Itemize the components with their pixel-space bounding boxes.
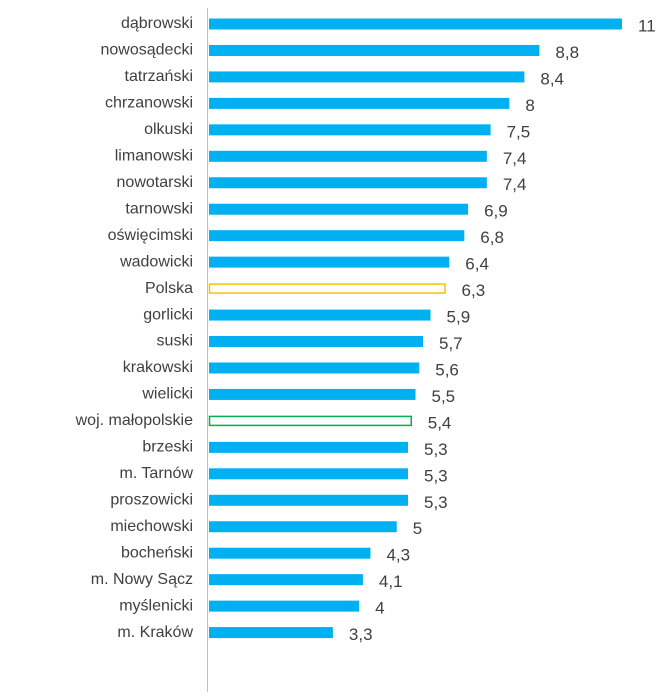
category-label: wielicki xyxy=(141,386,193,403)
bar xyxy=(209,600,360,612)
value-label: 5,5 xyxy=(432,387,456,406)
bar xyxy=(209,388,416,400)
bar xyxy=(209,256,450,268)
category-label: bocheński xyxy=(121,544,193,561)
category-label: suski xyxy=(157,333,193,350)
bar xyxy=(209,203,469,215)
category-label: m. Tarnów xyxy=(119,465,193,482)
value-label: 5,3 xyxy=(424,466,448,485)
value-label: 5,3 xyxy=(424,440,448,459)
category-label: nowosądecki xyxy=(101,42,194,59)
category-label: wadowicki xyxy=(119,253,193,270)
category-label: brzeski xyxy=(142,439,193,456)
value-label: 6,9 xyxy=(484,202,508,221)
value-label: 7,5 xyxy=(507,122,531,141)
category-label: tarnowski xyxy=(125,200,193,217)
value-label: 5 xyxy=(413,519,422,538)
value-label: 4,3 xyxy=(386,546,410,565)
bar xyxy=(209,177,487,189)
category-label: myślenicki xyxy=(119,597,193,614)
category-label: m. Nowy Sącz xyxy=(91,571,193,588)
category-label: dąbrowski xyxy=(121,15,193,32)
category-label: krakowski xyxy=(123,359,193,376)
value-label: 7,4 xyxy=(503,175,527,194)
value-label: 6,4 xyxy=(465,255,489,274)
bar xyxy=(209,97,510,109)
category-label: olkuski xyxy=(144,121,193,138)
category-label: chrzanowski xyxy=(105,95,193,112)
value-label: 8,4 xyxy=(540,69,564,88)
bar xyxy=(209,441,408,453)
value-label: 6,8 xyxy=(480,228,504,247)
bar xyxy=(209,124,491,136)
value-label: 7,4 xyxy=(503,149,527,168)
bar xyxy=(209,18,622,30)
value-label: 5,7 xyxy=(439,334,463,353)
value-label: 11 xyxy=(638,16,656,35)
bar xyxy=(209,362,420,374)
bar xyxy=(209,521,397,533)
bar xyxy=(209,336,424,348)
value-label: 8 xyxy=(525,96,534,115)
category-label: m. Kraków xyxy=(117,624,193,641)
category-label: woj. małopolskie xyxy=(75,412,193,429)
category-label: limanowski xyxy=(115,148,193,165)
bar xyxy=(208,283,446,294)
bar xyxy=(209,547,371,559)
value-label: 3,3 xyxy=(349,625,373,644)
category-label: nowotarski xyxy=(117,174,193,191)
category-label: gorlicki xyxy=(143,306,193,323)
value-label: 4 xyxy=(375,599,384,618)
bar xyxy=(209,44,540,56)
category-label: tatrzański xyxy=(125,68,193,85)
value-label: 5,3 xyxy=(424,493,448,512)
bar xyxy=(209,494,408,506)
bar xyxy=(209,468,408,480)
value-label: 5,4 xyxy=(428,413,452,432)
category-label: Polska xyxy=(145,280,193,297)
value-label: 4,1 xyxy=(379,572,403,591)
bar xyxy=(209,230,465,242)
bar xyxy=(208,415,412,427)
category-label: proszowicki xyxy=(110,491,193,508)
bar xyxy=(209,150,487,162)
value-label: 5,6 xyxy=(435,360,459,379)
value-label: 6,3 xyxy=(462,281,486,300)
bar xyxy=(209,71,525,83)
bar xyxy=(209,627,333,639)
value-label: 8,8 xyxy=(555,43,579,62)
category-label: miechowski xyxy=(110,518,193,535)
category-label: oświęcimski xyxy=(108,227,193,244)
bar xyxy=(209,309,431,321)
value-label: 5,9 xyxy=(447,308,471,327)
bar xyxy=(209,574,363,586)
